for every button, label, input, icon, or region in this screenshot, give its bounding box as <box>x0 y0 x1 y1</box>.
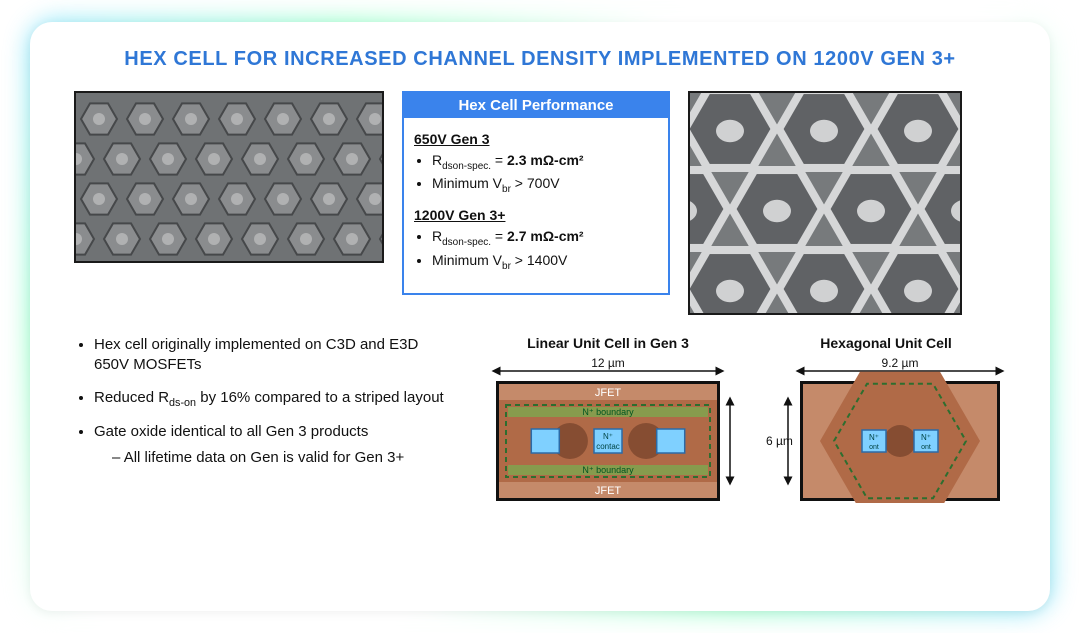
svg-text:N⁺: N⁺ <box>603 432 613 441</box>
svg-text:N⁺: N⁺ <box>921 433 931 442</box>
bottom-row: Hex cell originally implemented on C3D a… <box>74 335 1006 503</box>
svg-text:ont: ont <box>869 444 879 451</box>
svg-text:ont: ont <box>921 444 931 451</box>
sem-image-right <box>688 91 962 315</box>
svg-text:9.2 µm: 9.2 µm <box>882 356 919 370</box>
slide-card: HEX CELL FOR INCREASED CHANNEL DENSITY I… <box>30 22 1050 611</box>
svg-text:N⁺ boundary: N⁺ boundary <box>582 407 634 417</box>
svg-text:JFET: JFET <box>595 387 622 399</box>
svg-text:N⁺ boundary: N⁺ boundary <box>582 465 634 475</box>
hex-caption: Hexagonal Unit Cell <box>820 335 951 351</box>
perf-header: Hex Cell Performance <box>404 93 668 118</box>
perf-body: 650V Gen 3Rdson-spec. = 2.3 mΩ-cm²Minimu… <box>404 118 668 293</box>
svg-text:N⁺: N⁺ <box>869 433 879 442</box>
svg-text:6 µm: 6 µm <box>766 434 793 448</box>
sem-image-left <box>74 91 384 263</box>
hexagonal-unit-cell: Hexagonal Unit Cell 9.2 µm6 µmJFETJFETN⁺… <box>766 335 1006 503</box>
linear-unit-cell: Linear Unit Cell in Gen 3 12 µm6 µmJFETJ… <box>478 335 738 503</box>
svg-text:contac: contac <box>596 442 620 451</box>
svg-text:JFET: JFET <box>595 485 622 497</box>
top-row: Hex Cell Performance 650V Gen 3Rdson-spe… <box>74 91 1006 315</box>
slide-title: HEX CELL FOR INCREASED CHANNEL DENSITY I… <box>74 48 1006 71</box>
linear-caption: Linear Unit Cell in Gen 3 <box>527 335 689 351</box>
hex-cell-performance-box: Hex Cell Performance 650V Gen 3Rdson-spe… <box>402 91 670 295</box>
bullet-list: Hex cell originally implemented on C3D a… <box>74 335 450 481</box>
svg-text:12 µm: 12 µm <box>591 356 625 370</box>
